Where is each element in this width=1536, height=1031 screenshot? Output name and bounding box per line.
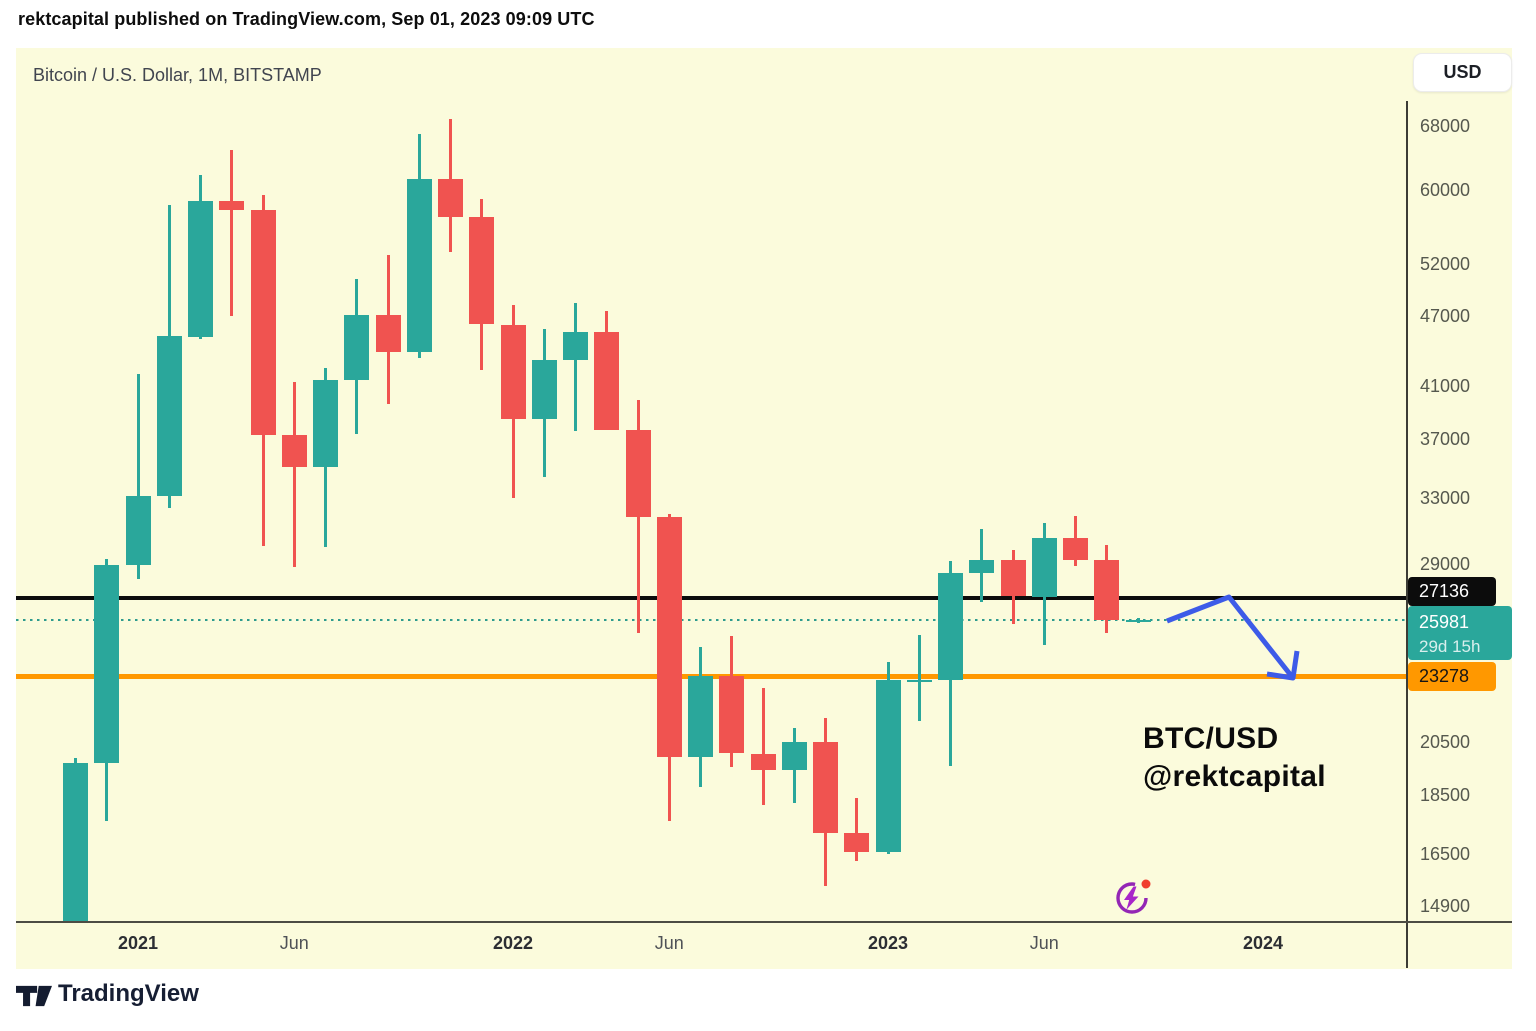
candle-body	[406, 179, 432, 352]
price-axis-border	[1406, 101, 1408, 968]
publish-info-line: rektcapital published on TradingView.com…	[18, 9, 595, 29]
candle-wick	[855, 798, 859, 862]
currency-button[interactable]: USD	[1413, 53, 1512, 92]
price-axis[interactable]: 68000 60000 52000 47000 41000 37000 33000 29000…	[1408, 48, 1512, 969]
watermark-line-symbol: BTC/USD	[1143, 722, 1279, 755]
plot-area[interactable]: BTC/USD @rektcapital	[16, 48, 1407, 922]
candle-body	[781, 742, 807, 770]
candle-wick	[292, 381, 296, 568]
candle-body	[750, 753, 776, 770]
candle-body	[500, 324, 526, 419]
price-tick-label: 20500	[1420, 732, 1471, 753]
candle-body	[906, 679, 932, 682]
price-tick-label: 60000	[1420, 180, 1471, 201]
footer: TradingView	[0, 969, 1536, 1031]
badge-price-value: 25981	[1419, 612, 1470, 633]
arrow-shaft	[1166, 594, 1295, 680]
candle-body	[844, 833, 870, 853]
candle-body	[375, 314, 401, 352]
watermark-text: BTC/USD @rektcapital	[1143, 720, 1326, 796]
candle-body	[219, 200, 245, 211]
price-tick-label: 41000	[1420, 375, 1471, 396]
time-tick-label-2023[interactable]: 2023	[867, 933, 909, 953]
price-tick-label: 16500	[1420, 843, 1471, 864]
watermark-line-handle: @rektcapital	[1143, 760, 1326, 793]
candle-body	[188, 201, 213, 337]
time-tick-label-2024[interactable]: 2024	[1242, 933, 1284, 953]
candle-body	[1031, 538, 1057, 597]
candle-body	[1094, 559, 1120, 621]
tradingview-logo-text[interactable]: TradingView	[58, 980, 199, 1007]
candle-body	[938, 573, 963, 680]
candle-body	[63, 762, 88, 922]
price-badge-27136: 27136	[1408, 577, 1496, 606]
candle-body	[563, 332, 588, 360]
candle-body	[94, 564, 120, 763]
chart-canvas: BTC/USD @rektcapital Bitcoin / U.S. Doll…	[16, 48, 1512, 969]
candle-wick	[917, 635, 921, 722]
price-tick-label: 29000	[1420, 553, 1471, 574]
candle-body	[1000, 559, 1026, 597]
price-badge-25981: 25981 29d 15h	[1408, 606, 1512, 661]
candle-body	[656, 516, 682, 757]
candle-body	[469, 216, 495, 325]
price-level-line-25981[interactable]	[16, 619, 1407, 622]
price-tick-label: 37000	[1420, 428, 1471, 449]
candle-body	[594, 332, 620, 430]
symbol-title: Bitcoin / U.S. Dollar, 1M, BITSTAMP	[33, 65, 322, 85]
candle-body	[1125, 620, 1151, 623]
candle-body	[125, 495, 151, 565]
time-tick-label-Jun[interactable]: Jun	[279, 933, 309, 953]
price-tick-label: 14900	[1420, 896, 1471, 916]
candle-body	[531, 359, 557, 419]
price-tick-label: 33000	[1420, 487, 1471, 508]
price-tick-label: 47000	[1420, 305, 1471, 326]
logo-ring	[1116, 882, 1148, 914]
candle-body	[438, 179, 463, 217]
time-tick-label-Jun[interactable]: Jun	[1029, 933, 1059, 953]
candle-body	[813, 742, 838, 834]
rektcapital-logo-icon	[1116, 879, 1151, 914]
candle-wick	[136, 374, 140, 580]
time-tick-label-2022[interactable]: 2022	[492, 933, 534, 953]
badge-bar-countdown: 29d 15h	[1419, 637, 1481, 657]
candle-body	[875, 680, 901, 853]
price-badge-23278: 23278	[1408, 661, 1496, 691]
price-tick-label: 68000	[1420, 116, 1471, 136]
time-axis-border	[16, 921, 1512, 923]
candle-body	[281, 435, 307, 467]
candle-body	[156, 336, 182, 496]
time-axis[interactable]: 2021 Jun 2022 Jun 2023 Jun 2024	[16, 924, 1407, 969]
price-tick-label: 52000	[1420, 253, 1471, 274]
candle-body	[625, 429, 651, 517]
logo-red-dot	[1141, 879, 1151, 889]
time-tick-label-Jun[interactable]: Jun	[654, 933, 684, 953]
candle-body	[344, 314, 370, 381]
candle-wick	[230, 150, 234, 317]
candle-body	[969, 559, 995, 574]
candle-body	[313, 380, 338, 467]
time-tick-label-2021[interactable]: 2021	[117, 933, 159, 953]
candle-body	[250, 210, 276, 436]
tradingview-logo-icon[interactable]	[16, 982, 52, 1010]
candle-body	[719, 676, 745, 754]
candle-body	[688, 676, 713, 757]
lightning-bolt-icon	[1124, 886, 1139, 910]
price-level-line-27136[interactable]	[16, 596, 1407, 600]
price-tick-label: 18500	[1420, 784, 1471, 805]
candle-body	[1063, 538, 1088, 560]
candle-wick	[761, 687, 765, 806]
candle-wick	[574, 302, 577, 431]
